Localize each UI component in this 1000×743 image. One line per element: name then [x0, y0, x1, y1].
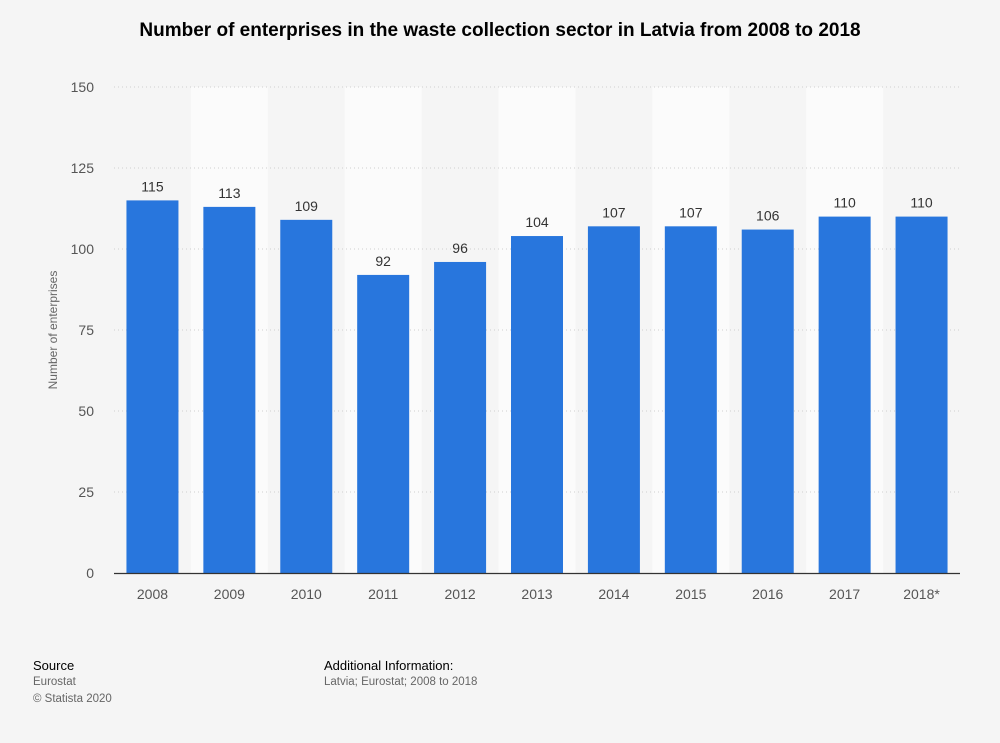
x-tick-label: 2008: [137, 586, 168, 602]
bar: [357, 274, 410, 573]
x-tick-label: 2009: [214, 586, 245, 602]
data-label: 92: [375, 253, 391, 269]
bar: [511, 236, 563, 574]
copyright-text: © Statista 2020: [33, 693, 112, 705]
bar: [203, 206, 256, 573]
source-name: Eurostat: [33, 676, 76, 688]
chart-title: Number of enterprises in the waste colle…: [139, 20, 861, 41]
bar: [434, 261, 487, 573]
source-heading: Source: [33, 658, 75, 673]
data-label: 106: [756, 208, 780, 224]
x-tick-label: 2012: [445, 586, 476, 602]
bar: [587, 226, 640, 573]
y-tick-label: 75: [78, 322, 94, 338]
data-label: 107: [679, 204, 703, 220]
x-tick-label: 2016: [752, 586, 783, 602]
data-label: 109: [295, 198, 319, 214]
data-label: 113: [218, 185, 241, 201]
y-tick-label: 150: [71, 79, 95, 95]
bar: [126, 200, 179, 573]
y-tick-label: 25: [78, 484, 94, 500]
bar: [895, 216, 948, 573]
bar: [664, 226, 717, 573]
y-axis-label: Number of enterprises: [46, 271, 60, 390]
y-tick-label: 100: [71, 241, 95, 257]
data-label: 110: [910, 195, 933, 211]
x-tick-label: 2018*: [903, 586, 940, 602]
data-label: 115: [141, 178, 164, 194]
x-tick-label: 2015: [675, 586, 706, 602]
data-label: 104: [525, 214, 549, 230]
source-block: Source Eurostat © Statista 2020: [33, 657, 112, 708]
bar: [280, 219, 333, 573]
additional-info-heading: Additional Information:: [324, 658, 454, 673]
x-tick-label: 2013: [521, 586, 552, 602]
bar: [741, 229, 794, 573]
y-tick-label: 50: [78, 403, 94, 419]
data-label: 110: [833, 195, 856, 211]
data-label: 96: [452, 240, 468, 256]
x-tick-label: 2010: [291, 586, 322, 602]
additional-info-block: Additional Information: Latvia; Eurostat…: [324, 657, 477, 691]
y-tick-label: 125: [71, 160, 95, 176]
bar: [818, 216, 871, 573]
y-tick-label: 0: [86, 565, 94, 581]
x-tick-label: 2014: [598, 586, 629, 602]
additional-info-text: Latvia; Eurostat; 2008 to 2018: [324, 676, 478, 688]
data-label: 107: [602, 204, 626, 220]
x-tick-label: 2011: [368, 586, 398, 602]
x-tick-label: 2017: [829, 586, 860, 602]
